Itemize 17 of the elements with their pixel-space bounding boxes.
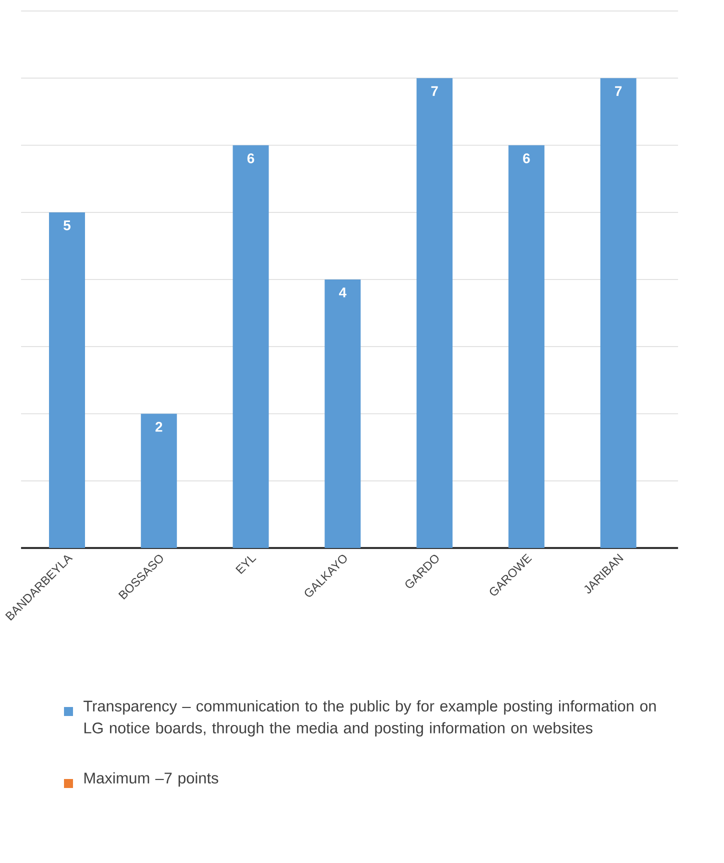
x-tick-label: EYL bbox=[236, 556, 256, 574]
data-label: 4 bbox=[339, 288, 346, 298]
bar bbox=[232, 145, 269, 548]
data-label: 7 bbox=[615, 86, 622, 96]
bar bbox=[140, 414, 177, 548]
data-label: 7 bbox=[431, 86, 438, 96]
bar bbox=[324, 279, 361, 548]
legend-label: Maximum –7 points bbox=[84, 772, 218, 787]
data-label: 2 bbox=[155, 422, 162, 432]
legend-label: Transparency – communication to the public by for example posting information on LG notice boards, through the media and posting information on websites bbox=[84, 700, 656, 737]
bar bbox=[600, 78, 636, 548]
data-label: 5 bbox=[64, 220, 70, 230]
bar bbox=[416, 78, 453, 548]
data-label: 6 bbox=[247, 153, 254, 164]
data-label: 6 bbox=[523, 153, 530, 164]
bar bbox=[49, 212, 85, 548]
bar bbox=[508, 145, 544, 548]
